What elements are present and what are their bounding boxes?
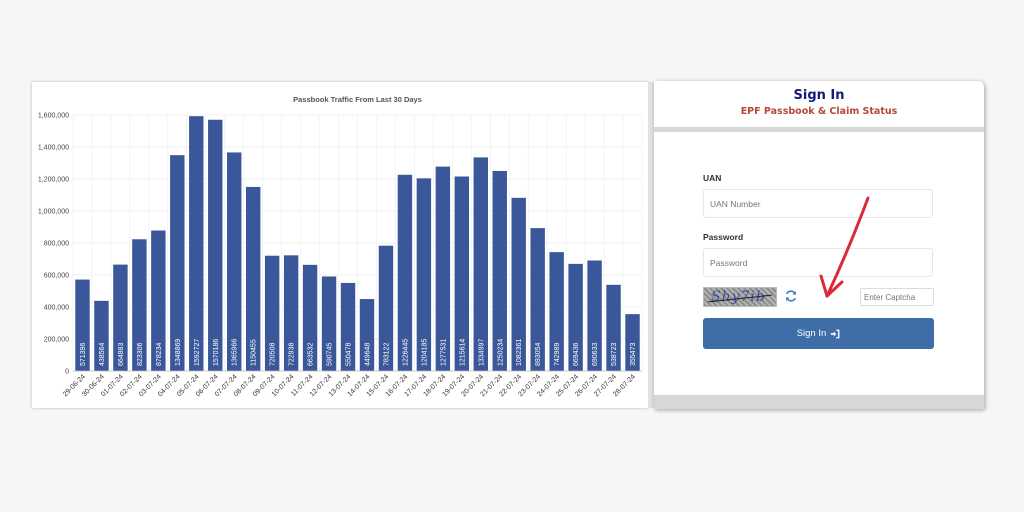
- y-tick-label: 400,000: [44, 305, 69, 312]
- bar-value-label: 1250234: [497, 339, 504, 366]
- bar-value-label: 1150455: [251, 339, 258, 366]
- y-tick-label: 1,000,000: [38, 209, 69, 216]
- bar: [568, 263, 583, 371]
- y-tick-label: 1,400,000: [38, 145, 69, 152]
- bar-value-label: 449648: [364, 343, 371, 366]
- bar: [530, 228, 545, 371]
- signin-title: Sign In: [793, 88, 845, 103]
- signin-button[interactable]: Sign In: [703, 318, 934, 349]
- captcha-input[interactable]: [860, 288, 934, 306]
- bar: [492, 170, 507, 371]
- bar: [283, 255, 299, 371]
- bar-value-label: 742989: [554, 343, 561, 366]
- bar: [606, 284, 621, 371]
- bar-value-label: 1348869: [175, 339, 182, 366]
- bar: [227, 152, 242, 371]
- bar-value-label: 893054: [535, 343, 542, 366]
- bar-value-label: 1592727: [194, 339, 201, 366]
- login-panel: Sign In EPF Passbook & Claim Status UAN …: [654, 81, 984, 409]
- refresh-icon[interactable]: [784, 289, 798, 303]
- bar-value-label: 1082361: [516, 339, 523, 366]
- sign-in-icon: [831, 329, 840, 338]
- signin-subtitle: EPF Passbook & Claim Status: [740, 106, 898, 117]
- captcha-text: Shy7ib: [711, 289, 766, 305]
- y-tick-label: 1,600,000: [38, 113, 69, 120]
- bar-value-label: 720508: [270, 343, 277, 366]
- bar: [435, 166, 451, 371]
- bar: [378, 245, 394, 371]
- bar-value-label: 438564: [99, 343, 106, 366]
- bar-value-label: 1365966: [232, 339, 239, 366]
- bar: [587, 260, 602, 371]
- y-tick-label: 0: [65, 369, 69, 376]
- bar-value-label: 355473: [630, 343, 637, 366]
- bar: [94, 300, 109, 371]
- y-tick-label: 200,000: [44, 337, 69, 344]
- header-bar: [654, 127, 984, 132]
- bar-value-label: 669436: [573, 343, 580, 366]
- bar-value-label: 590745: [327, 343, 334, 366]
- bar-value-label: 722938: [289, 343, 296, 366]
- bar: [321, 276, 337, 371]
- bar-value-label: 550478: [346, 343, 353, 366]
- bar-value-label: 664883: [118, 343, 125, 366]
- bar: [75, 279, 90, 371]
- bar-value-label: 690633: [592, 343, 599, 366]
- bar: [170, 155, 185, 371]
- y-tick-label: 1,200,000: [38, 177, 69, 184]
- bar-value-label: 1570186: [213, 339, 220, 366]
- bar: [454, 176, 470, 371]
- bar-value-label: 1334997: [478, 339, 485, 366]
- traffic-chart-panel: Passbook Traffic From Last 30 Days 0 200,0…: [32, 82, 648, 408]
- bar: [189, 116, 204, 371]
- bar: [264, 255, 280, 371]
- bar: [625, 314, 640, 371]
- bar: [359, 299, 375, 371]
- bar: [132, 239, 147, 371]
- bar: [511, 197, 526, 371]
- bar-value-label: 538723: [611, 343, 618, 366]
- y-tick-label: 800,000: [44, 241, 69, 248]
- bar: [549, 252, 564, 371]
- bar-value-label: 1277531: [440, 339, 447, 366]
- bar-value-label: 1215614: [459, 339, 466, 366]
- y-tick-label: 600,000: [44, 273, 69, 280]
- traffic-bar-chart: Passbook Traffic From Last 30 Days 0 200,0…: [38, 95, 643, 398]
- uan-label: UAN: [703, 173, 722, 183]
- bar-value-label: 663532: [308, 343, 315, 366]
- captcha-image: Shy7ib: [703, 287, 777, 307]
- bar: [397, 174, 413, 371]
- bar: [245, 186, 261, 371]
- bar: [302, 264, 318, 371]
- bar-value-label: 823306: [137, 343, 144, 366]
- bar: [416, 178, 432, 371]
- bar-value-label: 1226445: [402, 339, 409, 366]
- bar: [208, 119, 223, 372]
- bar: [113, 264, 128, 371]
- password-label: Password: [703, 232, 744, 242]
- bar: [340, 282, 356, 371]
- bar-value-label: 571396: [80, 343, 87, 366]
- login-header: Sign In EPF Passbook & Claim Status: [654, 81, 984, 127]
- bar-value-label: 783122: [383, 343, 390, 366]
- red-arrow-icon: [819, 196, 870, 298]
- uan-input[interactable]: [703, 189, 933, 218]
- chart-title: Passbook Traffic From Last 30 Days: [293, 95, 422, 104]
- signin-button-label: Sign In: [796, 328, 827, 339]
- bar-value-label: 878234: [156, 343, 163, 366]
- bar-value-label: 1204185: [421, 339, 428, 366]
- password-input[interactable]: [703, 248, 933, 277]
- panel-divider: [648, 82, 654, 408]
- bar: [151, 230, 166, 371]
- footer-bar: [654, 395, 984, 409]
- bar: [473, 157, 488, 371]
